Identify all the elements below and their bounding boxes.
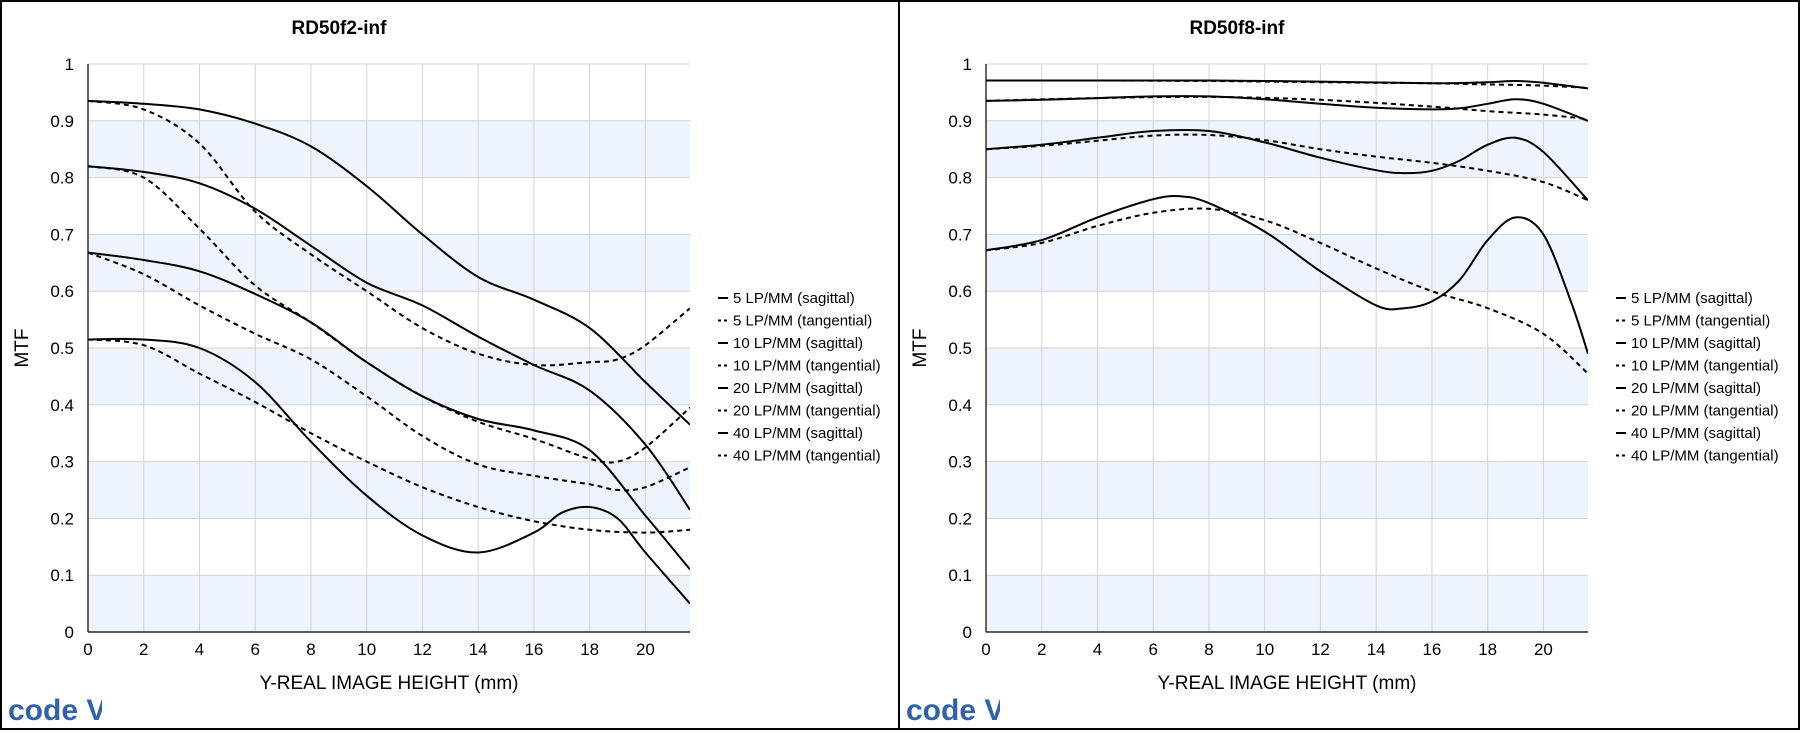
series-line [986, 79, 1588, 89]
chart-title: RD50f2-inf [291, 18, 387, 39]
x-axis-title: Y-REAL IMAGE HEIGHT (mm) [1158, 673, 1417, 694]
y-axis-title: MTF [12, 328, 33, 367]
y-tick-label: 0.1 [948, 566, 972, 585]
x-tick-label: 20 [1534, 640, 1553, 659]
x-tick-label: 0 [981, 640, 990, 659]
series-line [88, 251, 690, 492]
x-tick-label: 6 [250, 640, 259, 659]
legend-label: 20 LP/MM (tangential) [733, 403, 881, 420]
y-tick-label: 1 [65, 55, 74, 74]
legend-label: 5 LP/MM (tangential) [733, 313, 872, 330]
legend-label: 10 LP/MM (tangential) [1631, 358, 1779, 375]
plot-band [986, 461, 1588, 519]
y-tick-label: 0.4 [948, 396, 972, 415]
series-line [88, 251, 690, 571]
y-tick-label: 0.6 [948, 282, 972, 301]
y-tick-label: 0.7 [948, 225, 972, 244]
plot-band [986, 234, 1588, 292]
svg-text:code V: code V [8, 694, 102, 727]
y-tick-label: 0.8 [50, 169, 74, 188]
svg-text:code V: code V [906, 694, 1000, 727]
legend-label: 20 LP/MM (sagittal) [1631, 380, 1761, 397]
x-tick-label: 4 [195, 640, 204, 659]
legend-label: 10 LP/MM (sagittal) [1631, 335, 1761, 352]
x-tick-label: 8 [306, 640, 315, 659]
panel-rd50f8-inf: 0 2 4 6 8 10 12 14 16 18 20 0 0.1 0.2 0.3 0.4 0.5 0.6 0.7 0… [898, 0, 1800, 730]
codev-logo: code V [906, 694, 1000, 727]
x-tick-label: 18 [580, 640, 599, 659]
plot-band [88, 234, 690, 292]
mtf-chart-rd50f8: 0 2 4 6 8 10 12 14 16 18 20 0 0.1 0.2 0.3 0.4 0.5 0.6 0.7 0… [910, 18, 1779, 694]
y-tick-label: 0.2 [50, 509, 74, 528]
x-tick-label: 16 [1422, 640, 1441, 659]
y-tick-label: 0.8 [948, 169, 972, 188]
legend-label: 20 LP/MM (sagittal) [733, 380, 863, 397]
plot-band [986, 348, 1588, 405]
series-line [986, 95, 1588, 121]
x-tick-label: 8 [1204, 640, 1213, 659]
series-line [88, 99, 690, 426]
x-tick-label: 10 [1255, 640, 1274, 659]
y-tick-label: 0.9 [948, 112, 972, 131]
mtf-chart-rd50f2: 0 2 4 6 8 10 12 14 16 18 20 0 0.1 0.2 0.3 0.4 0.5 0.6 0.7 0… [12, 18, 881, 694]
series-line [88, 165, 690, 464]
y-tick-label: 0.1 [50, 566, 74, 585]
y-tick-label: 0.9 [50, 112, 74, 131]
y-tick-label: 0.6 [50, 282, 74, 301]
y-tick-label: 1 [963, 55, 972, 74]
legend-label: 40 LP/MM (tangential) [733, 448, 881, 465]
x-tick-label: 14 [1367, 640, 1386, 659]
series-line [88, 165, 690, 511]
plot-band [986, 575, 1588, 632]
y-tick-label: 0.4 [50, 396, 74, 415]
series-line [986, 207, 1588, 375]
y-tick-label: 0.5 [50, 339, 74, 358]
y-axis-title: MTF [910, 328, 931, 367]
y-tick-label: 0.3 [948, 453, 972, 472]
series-line [986, 195, 1588, 355]
y-tick-label: 0.5 [948, 339, 972, 358]
series-line [986, 133, 1588, 202]
x-tick-label: 14 [469, 640, 488, 659]
plot-band [88, 120, 690, 178]
series-line [88, 337, 690, 605]
y-tick-label: 0.7 [50, 225, 74, 244]
legend-label: 10 LP/MM (sagittal) [733, 335, 863, 352]
x-axis-title: Y-REAL IMAGE HEIGHT (mm) [260, 673, 519, 694]
x-tick-label: 4 [1093, 640, 1102, 659]
x-tick-label: 6 [1148, 640, 1157, 659]
y-tick-label: 0 [963, 623, 972, 642]
panel-rd50f2-inf: 0 2 4 6 8 10 12 14 16 18 20 0 0.1 0.2 0.3 0.4 0.5 0.6 0.7 0… [0, 0, 900, 730]
legend-label: 40 LP/MM (sagittal) [1631, 425, 1761, 442]
x-tick-label: 2 [139, 640, 148, 659]
plot-band [88, 575, 690, 632]
legend-label: 40 LP/MM (sagittal) [733, 425, 863, 442]
x-tick-label: 0 [83, 640, 92, 659]
series-line [986, 95, 1588, 122]
y-tick-label: 0 [65, 623, 74, 642]
series-line [986, 128, 1588, 201]
x-tick-label: 12 [413, 640, 432, 659]
legend-label: 5 LP/MM (sagittal) [733, 290, 855, 307]
legend-label: 40 LP/MM (tangential) [1631, 448, 1779, 465]
legend-label: 5 LP/MM (sagittal) [1631, 290, 1753, 307]
x-tick-label: 20 [636, 640, 655, 659]
x-tick-label: 12 [1311, 640, 1330, 659]
legend-label: 5 LP/MM (tangential) [1631, 313, 1770, 330]
series-line [88, 99, 690, 367]
x-tick-label: 18 [1478, 640, 1497, 659]
codev-logo: code V [8, 694, 102, 727]
legend-label: 10 LP/MM (tangential) [733, 358, 881, 375]
x-tick-label: 16 [524, 640, 543, 659]
legend-label: 20 LP/MM (tangential) [1631, 403, 1779, 420]
x-tick-label: 10 [357, 640, 376, 659]
y-tick-label: 0.2 [948, 509, 972, 528]
y-tick-label: 0.3 [50, 453, 74, 472]
chart-title: RD50f8-inf [1189, 18, 1285, 39]
x-tick-label: 2 [1037, 640, 1046, 659]
